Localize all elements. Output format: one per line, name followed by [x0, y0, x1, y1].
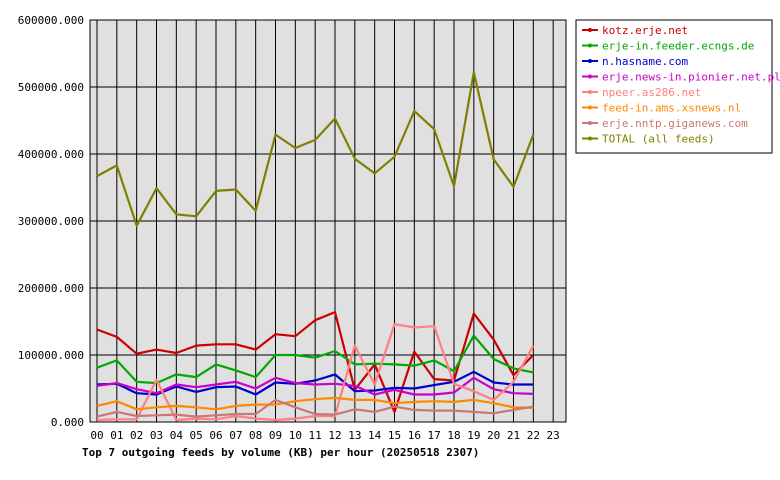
legend-entry: kotz.erje.net [602, 24, 688, 37]
legend-marker [588, 43, 592, 48]
plot-border [89, 19, 567, 423]
x-tick-label: 11 [309, 429, 322, 442]
legend-entry: npeer.as286.net [602, 86, 701, 99]
chart-title: Top 7 outgoing feeds by volume (KB) per … [82, 446, 479, 459]
y-tick-label: 400000.000 [18, 148, 84, 161]
x-tick-label: 20 [487, 429, 500, 442]
y-tick-label: 0.000 [51, 416, 84, 429]
x-tick-label: 00 [90, 429, 103, 442]
legend-entry: feed-in.ams.xsnews.nl [602, 102, 741, 115]
legend-marker [588, 105, 592, 110]
legend: kotz.erje.net erje-in.feeder.ecngs.de n.ha… [575, 19, 780, 154]
x-axis: 00 01 02 03 04 05 06 07 08 09 10 11 12 13 14 15 16 17 18 19… [90, 429, 559, 442]
x-tick-label: 02 [130, 429, 143, 442]
x-tick-label: 05 [190, 429, 203, 442]
legend-box [575, 19, 773, 154]
x-tick-label: 15 [388, 429, 401, 442]
x-tick-label: 09 [269, 429, 282, 442]
legend-marker [588, 74, 592, 79]
legend-entry: TOTAL (all feeds) [602, 133, 715, 146]
y-axis: 0.000 100000.000 200000.000 300000.000 40000… [18, 14, 84, 429]
legend-marker [588, 90, 592, 94]
legend-marker [588, 136, 592, 141]
x-tick-label: 21 [507, 429, 520, 442]
x-tick-label: 22 [527, 429, 540, 442]
legend-entry: erje-in.feeder.ecngs.de [602, 40, 754, 53]
y-tick-label: 100000.000 [18, 349, 84, 362]
x-tick-label: 18 [447, 429, 460, 442]
x-tick-label: 04 [170, 429, 184, 442]
series-line-5 [96, 396, 534, 411]
series-line-3 [96, 376, 534, 396]
legend-marker [588, 28, 592, 32]
x-tick-label: 19 [467, 429, 480, 442]
series-group [96, 71, 535, 422]
x-tick-label: 13 [348, 429, 361, 442]
x-tick-label: 06 [209, 429, 222, 442]
x-tick-label: 17 [428, 429, 441, 442]
grid [90, 19, 566, 423]
x-tick-label: 01 [110, 429, 123, 442]
x-tick-label: 14 [368, 429, 382, 442]
x-tick-label: 12 [328, 429, 341, 442]
series-line-2 [96, 370, 534, 396]
legend-entry: n.hasname.com [602, 55, 688, 68]
x-tick-label: 08 [249, 429, 262, 442]
x-tick-label: 16 [408, 429, 421, 442]
legend-marker [588, 59, 592, 63]
series-line-6 [96, 398, 534, 418]
x-tick-label: 10 [289, 429, 302, 442]
x-tick-label: 23 [547, 429, 560, 442]
y-tick-label: 500000.000 [18, 81, 84, 94]
legend-marker [588, 121, 592, 125]
legend-entry: erje.news-in.pionier.net.pl [602, 71, 780, 84]
y-tick-label: 300000.000 [18, 215, 84, 228]
x-tick-label: 07 [229, 429, 242, 442]
series-line-1 [96, 334, 534, 385]
series-line-7 [96, 71, 535, 227]
y-tick-label: 600000.000 [18, 14, 84, 27]
legend-entry: erje.nntp.giganews.com [602, 117, 748, 130]
y-tick-label: 200000.000 [18, 282, 84, 295]
x-tick-label: 03 [150, 429, 163, 442]
